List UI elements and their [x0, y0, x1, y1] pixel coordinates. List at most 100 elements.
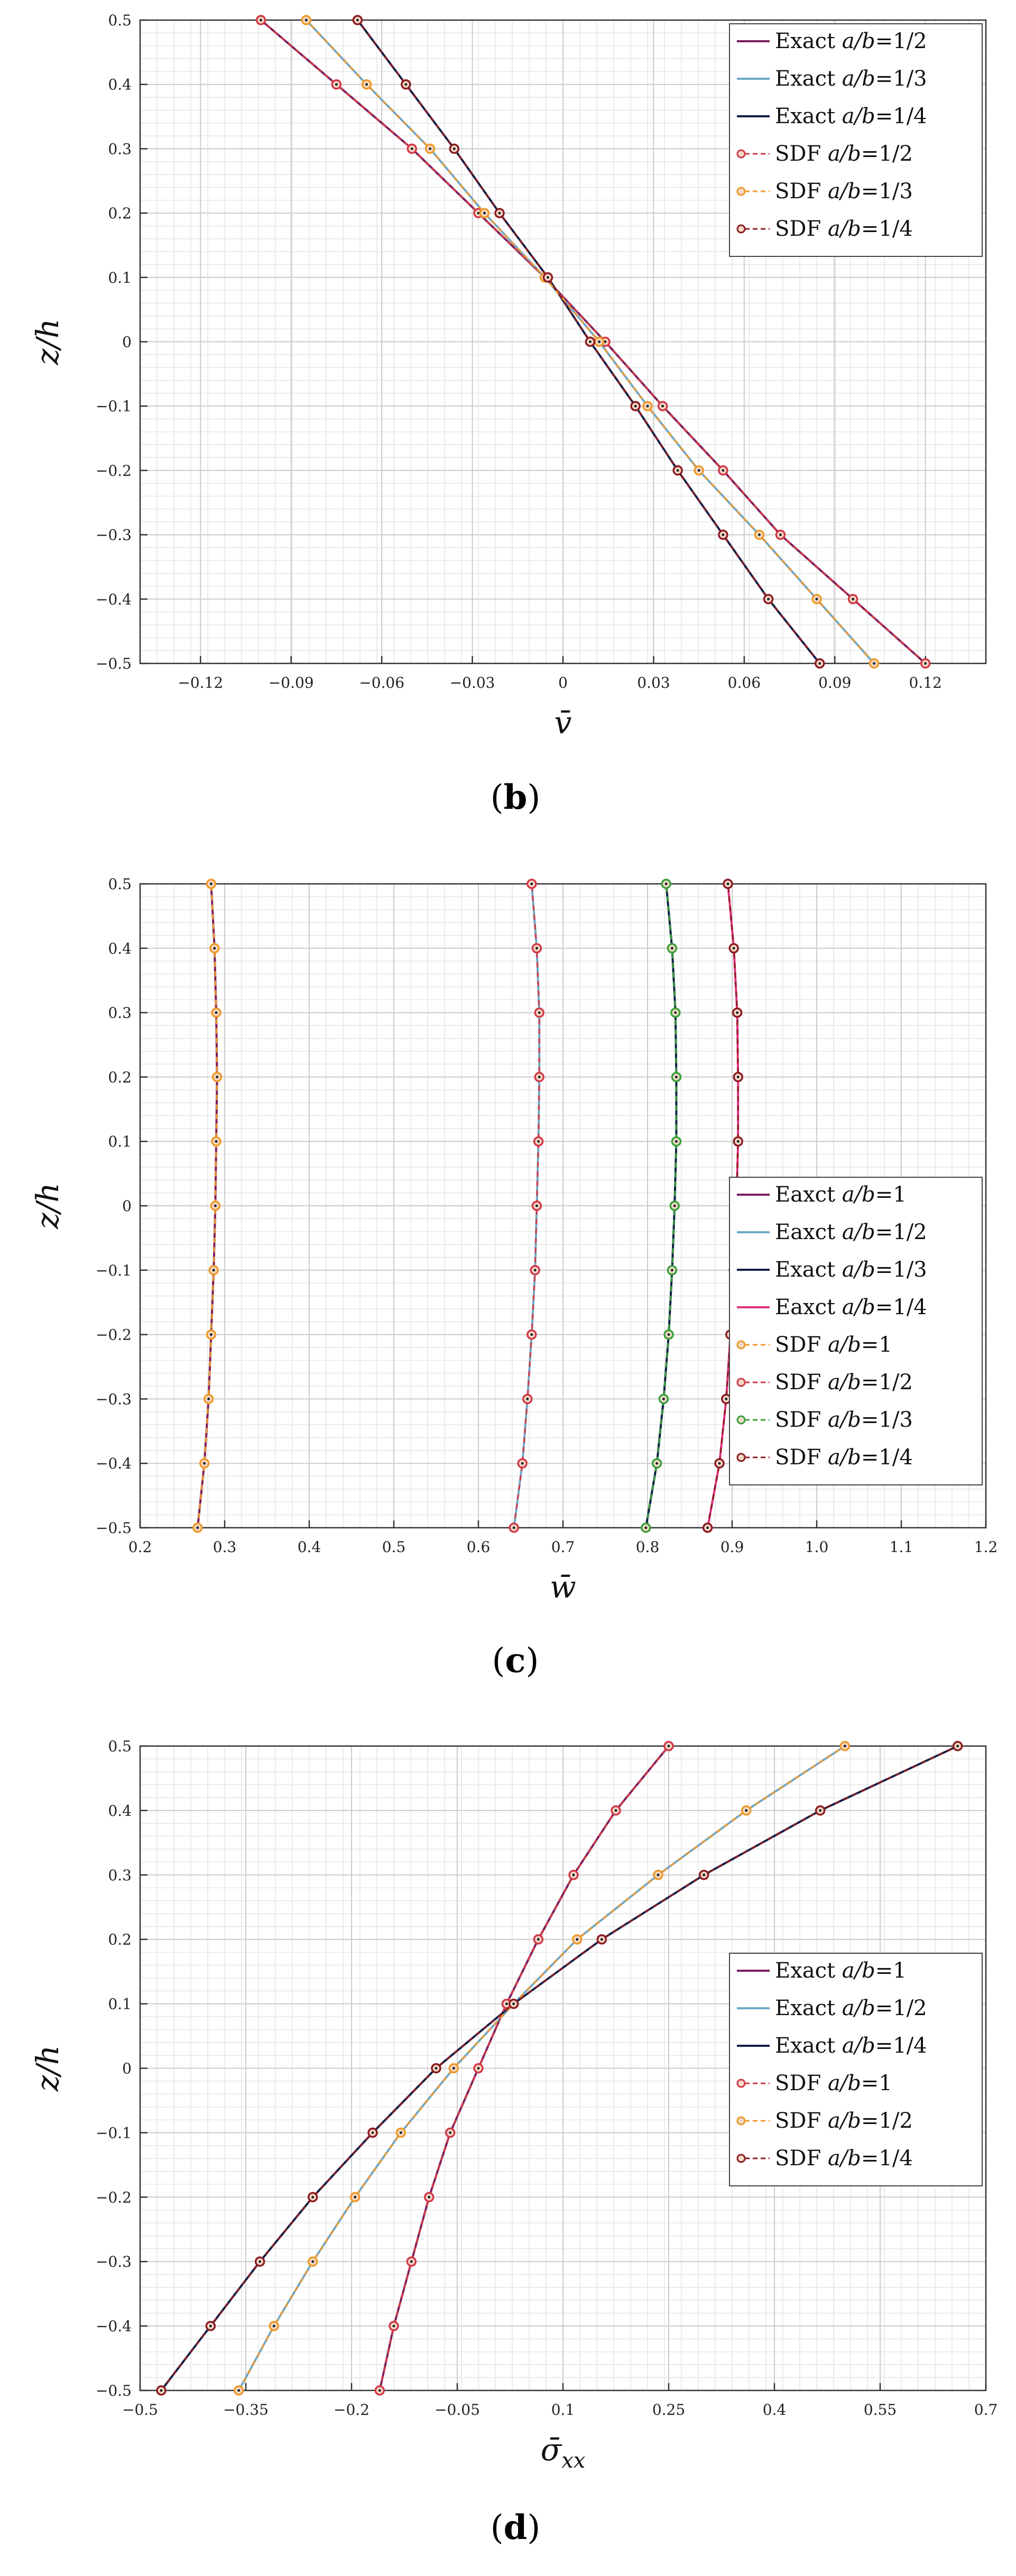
legend-entry-main: SDF — [775, 2109, 828, 2133]
y-tick-label: 0 — [122, 2060, 132, 2078]
series-sdf-5 — [156, 1741, 963, 2396]
y-tick-label: 0.5 — [108, 1738, 132, 1755]
data-point-center — [956, 1744, 959, 1748]
data-point-center — [378, 2389, 381, 2392]
y-tick-label: 0.4 — [108, 76, 132, 94]
legend-entry-value: =1/2 — [875, 1220, 927, 1244]
y-tick-label: −0.4 — [96, 1455, 132, 1472]
data-point-center — [703, 1873, 706, 1877]
x-tick-label: −0.05 — [435, 2401, 480, 2418]
data-point-center — [546, 276, 549, 279]
legend-entry-main: SDF — [775, 1408, 828, 1432]
x-tick-label: 0.9 — [721, 1538, 744, 1556]
data-point-center — [530, 882, 533, 885]
data-point-center — [745, 1809, 748, 1812]
legend-entry-main: Exact — [775, 1258, 842, 1282]
x-tick-label: 0.55 — [864, 2401, 897, 2418]
legend-entry-main: SDF — [775, 217, 828, 241]
data-point-center — [722, 533, 725, 537]
legend-entry-label: SDF a/b=1 — [775, 1333, 892, 1357]
data-point-center — [435, 2067, 438, 2070]
data-point-center — [725, 1397, 728, 1400]
data-point-center — [304, 19, 308, 22]
legend-entry-value: =1/3 — [875, 67, 927, 91]
legend-entry-var: a/b — [828, 2109, 861, 2133]
panel-caption-close: ) — [527, 2508, 540, 2547]
y-tick-label: 0.5 — [108, 12, 132, 29]
x-tick-label: 0 — [558, 674, 568, 691]
legend-entry-var: a/b — [828, 1408, 861, 1432]
data-point-center — [260, 19, 263, 22]
legend-swatch-marker — [736, 1453, 746, 1462]
data-point-center — [600, 1938, 603, 1941]
data-point-center — [673, 1204, 676, 1207]
data-point-center — [214, 1204, 217, 1207]
legend-swatch-marker — [736, 149, 746, 159]
y-tick-label: −0.1 — [96, 1262, 132, 1279]
data-point-center — [538, 1011, 541, 1014]
data-point-center — [512, 1526, 515, 1529]
legend-entry-value: =1/4 — [861, 1445, 913, 1470]
legend-box — [729, 1177, 983, 1485]
legend-entry-value: =1/4 — [875, 2034, 927, 2058]
chart-panel-b: −0.12 −0.09 −0.06 −0.03 0 0.03 0.06 0.09 0.12 0.5… — [30, 12, 987, 817]
series-dashed-line — [513, 883, 540, 1528]
x-tick-label: −0.06 — [359, 674, 404, 691]
data-point-center — [521, 1462, 524, 1465]
data-point-center — [661, 404, 664, 408]
data-point-center — [576, 1938, 579, 1941]
legend-entry-main: Exact — [775, 104, 842, 128]
panel-caption-open: ( — [492, 1641, 505, 1681]
data-point-center — [852, 597, 855, 601]
data-point-center — [449, 2131, 452, 2134]
legend-entry-value: =1/2 — [875, 29, 927, 53]
y-tick-label: 0.2 — [108, 1068, 132, 1086]
data-point-center — [634, 404, 637, 408]
legend-swatch-marker — [736, 1415, 746, 1425]
legend-entry-var: a/b — [828, 217, 861, 241]
series-sdf-3 — [374, 1741, 674, 2396]
legend-entry-value: =1/2 — [875, 1996, 927, 2020]
legend-entry-value: =1/2 — [861, 1370, 913, 1395]
legend-entry-var: a/b — [842, 1220, 875, 1244]
data-point-center — [196, 1526, 199, 1529]
legend-entry-label: SDF a/b=1/2 — [775, 2109, 913, 2133]
x-tick-label: 0.5 — [382, 1538, 406, 1556]
legend-entry-main: Eaxct — [775, 1220, 842, 1244]
data-point-center — [452, 2067, 455, 2070]
data-point-center — [209, 882, 213, 885]
y-tick-label: 0.2 — [108, 1931, 132, 1949]
y-tick-label: 0.5 — [108, 875, 132, 893]
x-tick-label: 0.06 — [728, 674, 761, 691]
legend-swatch-marker — [736, 1340, 746, 1350]
data-point-center — [655, 1462, 659, 1465]
x-tick-label: 0.09 — [818, 674, 851, 691]
x-tick-label: −0.2 — [334, 2401, 370, 2418]
legend-swatch-marker — [736, 2079, 746, 2088]
x-tick-label: 0.2 — [128, 1538, 152, 1556]
x-tick-label: 0.7 — [974, 2401, 998, 2418]
data-point-center — [428, 2195, 431, 2199]
data-point-center — [533, 1269, 537, 1272]
data-point-center — [646, 404, 649, 408]
series-sdf-6 — [641, 879, 682, 1533]
legend-entry-var: a/b — [842, 1183, 875, 1207]
legend-entry-var: a/b — [828, 142, 861, 166]
legend-entry-var: a/b — [828, 2146, 861, 2171]
legend-swatch-marker — [736, 2116, 746, 2126]
legend-entry-main: Exact — [775, 2034, 842, 2058]
data-point-center — [498, 211, 501, 215]
data-point-center — [718, 1462, 721, 1465]
data-point-center — [335, 83, 338, 86]
legend-entry-label: SDF a/b=1/4 — [775, 2146, 913, 2171]
data-point-center — [819, 1809, 822, 1812]
data-point-center — [212, 1269, 215, 1272]
data-point-center — [404, 83, 408, 86]
x-axis-label-subscript: xx — [561, 2449, 585, 2473]
y-tick-label: −0.2 — [96, 462, 132, 479]
panel-caption-letter: c — [505, 1641, 526, 1681]
x-tick-label: −0.03 — [450, 674, 495, 691]
